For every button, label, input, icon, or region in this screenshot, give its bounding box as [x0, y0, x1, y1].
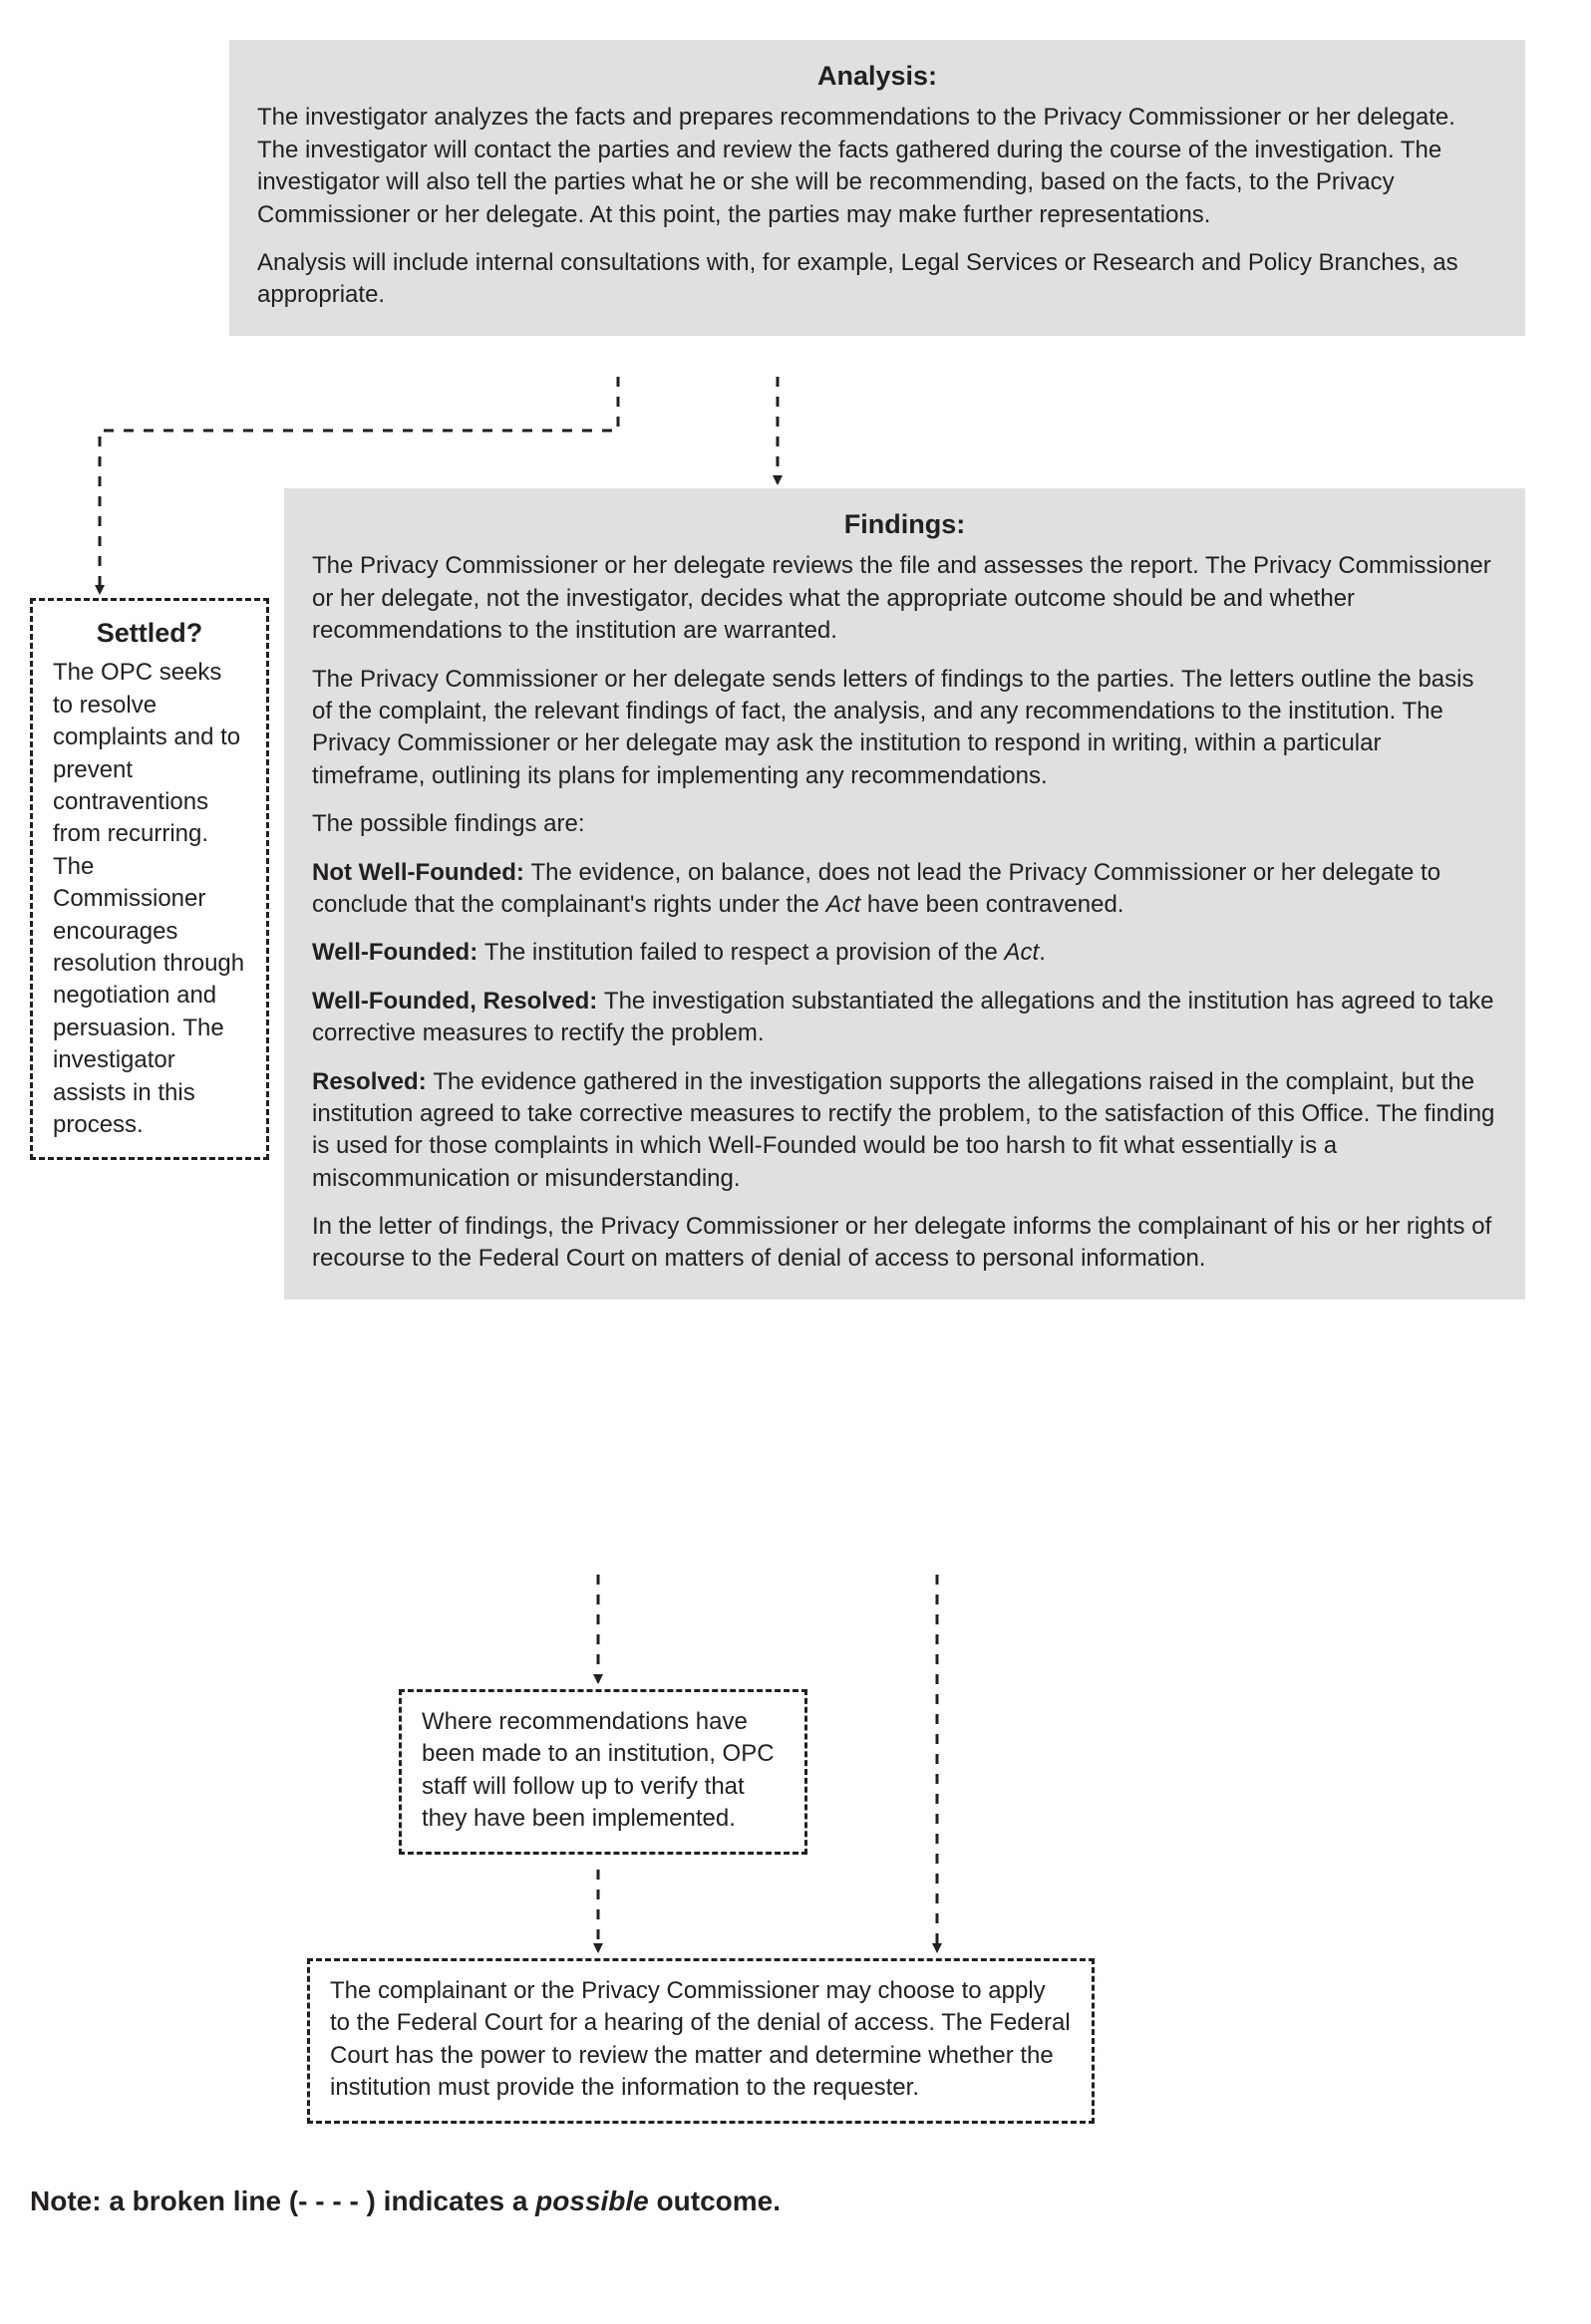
settled-body: The OPC seeks to resolve complaints and … — [53, 657, 246, 1141]
analysis-title: Analysis: — [257, 58, 1497, 94]
findings-p2: The Privacy Commissioner or her delegate… — [312, 664, 1497, 793]
findings-last: In the letter of findings, the Privacy C… — [312, 1211, 1497, 1276]
settled-box: Settled? The OPC seeks to resolve compla… — [30, 598, 269, 1160]
followup-body: Where recommendations have been made to … — [422, 1706, 785, 1836]
findings-box: Findings: The Privacy Commissioner or he… — [284, 488, 1525, 1300]
findings-nwf: Not Well-Founded: The evidence, on balan… — [312, 857, 1497, 922]
federal-body: The complainant or the Privacy Commissio… — [330, 1975, 1072, 2105]
analysis-p1: The investigator analyzes the facts and … — [257, 102, 1497, 231]
findings-p1: The Privacy Commissioner or her delegate… — [312, 550, 1497, 647]
findings-res: Resolved: The evidence gathered in the i… — [312, 1066, 1497, 1196]
findings-p3: The possible findings are: — [312, 808, 1497, 840]
findings-wf: Well-Founded: The institution failed to … — [312, 937, 1497, 969]
federal-box: The complainant or the Privacy Commissio… — [307, 1958, 1095, 2124]
followup-box: Where recommendations have been made to … — [399, 1689, 807, 1855]
findings-wfr: Well-Founded, Resolved: The investigatio… — [312, 986, 1497, 1050]
analysis-p2: Analysis will include internal consultat… — [257, 247, 1497, 312]
flowchart-container: Analysis: The investigator analyzes the … — [60, 40, 1531, 2232]
footer-note: Note: a broken line (- - - - ) indicates… — [30, 2182, 781, 2220]
findings-title: Findings: — [312, 506, 1497, 542]
analysis-box: Analysis: The investigator analyzes the … — [229, 40, 1525, 336]
settled-title: Settled? — [53, 615, 246, 651]
